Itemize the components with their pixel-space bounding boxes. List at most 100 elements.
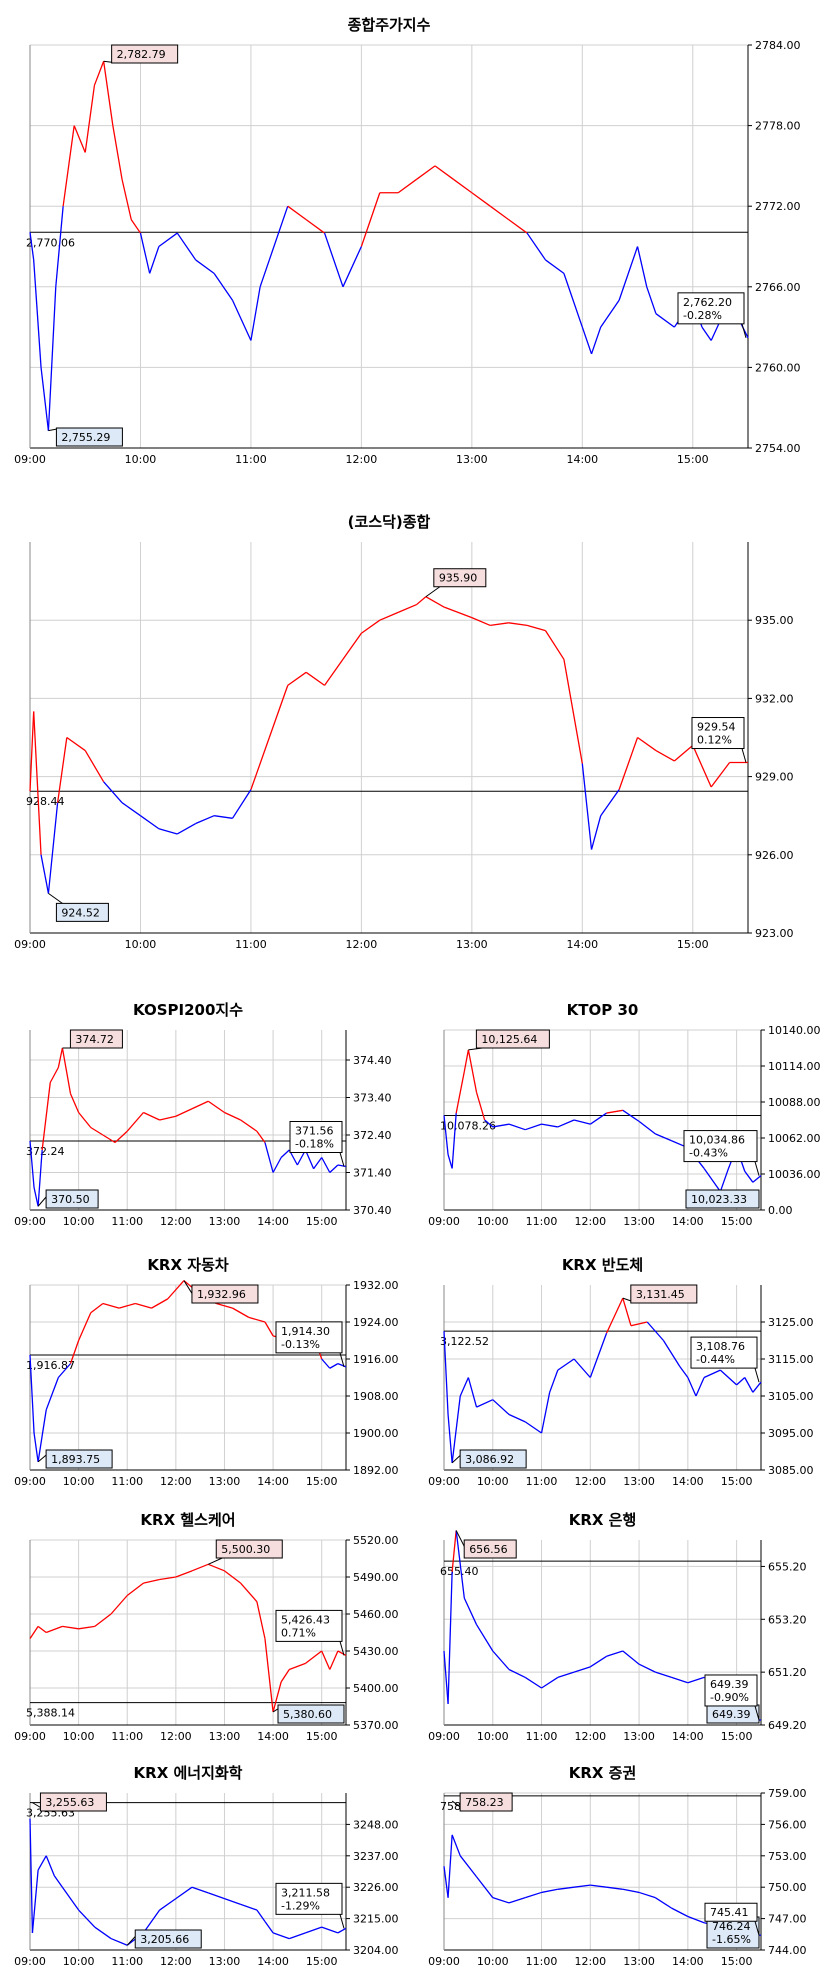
last-value-pointer — [741, 748, 747, 763]
low-callout-text: -1.65% — [712, 1933, 751, 1946]
series-segment — [397, 178, 417, 194]
last-value-box — [683, 1130, 758, 1163]
series-segment — [78, 1312, 92, 1341]
callout-box — [433, 568, 487, 588]
chart-title: KOSPI200지수 — [133, 1001, 243, 1019]
series-segment — [673, 744, 694, 762]
series-segment — [451, 1395, 461, 1463]
x-tick-label: 10:00 — [125, 453, 157, 466]
series-segment — [159, 1898, 177, 1911]
series-segment — [47, 802, 59, 894]
series-segment — [231, 299, 252, 341]
series-segment — [467, 1377, 478, 1408]
chart-kospi: 종합주가지수 09:00 10:00 11:00 12:00 13:00 14:00 15:0… — [14, 16, 801, 466]
series-segment — [467, 1049, 478, 1093]
callout-box — [69, 1029, 123, 1049]
series-segment — [581, 763, 593, 850]
series-segment — [102, 1302, 120, 1309]
series-segment — [29, 1625, 39, 1640]
callout-box — [45, 1449, 113, 1469]
y-tick-label: 750.00 — [768, 1881, 807, 1894]
series-segment — [84, 85, 96, 153]
series-segment — [447, 1571, 453, 1704]
series-segment — [443, 1115, 449, 1155]
y-tick-label: 923.00 — [755, 927, 794, 940]
series-segment — [62, 125, 75, 207]
x-tick-label: 12:00 — [160, 1955, 192, 1968]
series-segment — [114, 1130, 128, 1143]
callout-box — [459, 1792, 513, 1812]
y-tick-label: 926.00 — [755, 849, 794, 862]
x-tick-label: 10:00 — [477, 1475, 509, 1488]
y-tick-label: 759.00 — [768, 1787, 807, 1800]
x-tick-label: 09:00 — [428, 1955, 460, 1968]
last-value-box — [275, 1882, 343, 1915]
base-label: 2,770.06 — [26, 236, 75, 249]
y-tick-label: 3085.00 — [768, 1464, 814, 1477]
last-value-callout: 1,914.30-0.13% — [275, 1321, 345, 1367]
series-segment — [638, 1120, 656, 1135]
base-label: 5,388.14 — [26, 1707, 75, 1720]
series-segment — [563, 273, 583, 328]
x-tick-label: 13:00 — [209, 1215, 241, 1228]
series-segment — [55, 206, 64, 287]
high-callout: 10,125.64 — [468, 1029, 550, 1051]
x-tick-label: 10:00 — [477, 1955, 509, 1968]
series-segment — [744, 1170, 754, 1183]
last-value-text: 745.41 — [710, 1906, 749, 1919]
x-tick-label: 14:00 — [257, 1730, 289, 1743]
series-segment — [455, 1071, 465, 1114]
x-tick-label: 11:00 — [235, 938, 267, 951]
last-value-text: -0.90% — [710, 1691, 749, 1704]
series-segment — [524, 1676, 542, 1689]
series-segment — [695, 1377, 705, 1397]
series-segment — [573, 1884, 591, 1888]
x-tick-label: 15:00 — [721, 1475, 753, 1488]
series-segment — [175, 1108, 193, 1117]
callout-box — [55, 902, 109, 922]
x-tick-label: 15:00 — [721, 1215, 753, 1228]
x-tick-label: 10:00 — [63, 1475, 95, 1488]
base-label: 372.24 — [26, 1145, 65, 1158]
series-segment — [29, 232, 35, 261]
series-segment — [508, 1413, 526, 1423]
x-tick-label: 12:00 — [346, 938, 378, 951]
series-segment — [256, 1130, 266, 1143]
series-segment — [305, 219, 325, 234]
callout-box — [215, 1539, 283, 1559]
low-callout: 1,893.75 — [37, 1449, 113, 1469]
last-value-box — [704, 1902, 758, 1922]
series-segment — [47, 286, 57, 431]
high-callout-text: 3,255.63 — [45, 1796, 94, 1809]
series-segment — [126, 1582, 144, 1597]
series-segment — [434, 165, 454, 180]
low-callout-text: 370.50 — [51, 1193, 90, 1206]
high-callout: 5,500.30 — [208, 1539, 283, 1565]
series-segment — [557, 1119, 575, 1128]
x-tick-label: 14:00 — [672, 1955, 704, 1968]
x-tick-label: 15:00 — [677, 938, 709, 951]
series-segment — [606, 1650, 624, 1657]
y-tick-label: 2772.00 — [755, 200, 801, 213]
series-segment — [463, 1597, 478, 1625]
series-segment — [342, 246, 362, 288]
series-segment — [240, 1119, 258, 1132]
x-tick-label: 11:00 — [111, 1730, 143, 1743]
x-tick-label: 11:00 — [526, 1475, 558, 1488]
series-segment — [573, 1666, 591, 1673]
series-segment — [447, 1414, 453, 1463]
series-segment — [29, 1140, 35, 1188]
series-segment — [490, 622, 509, 627]
x-tick-label: 10:00 — [63, 1215, 95, 1228]
y-tick-label: 372.40 — [353, 1129, 392, 1142]
y-tick-label: 3237.00 — [353, 1850, 399, 1863]
high-callout-text: 758.23 — [465, 1796, 504, 1809]
last-value-callout: 3,108.76-0.44% — [690, 1336, 760, 1383]
series-segment — [195, 815, 215, 825]
y-tick-label: 10114.00 — [768, 1060, 821, 1073]
x-tick-label: 10:00 — [477, 1730, 509, 1743]
last-value-text: 3,211.58 — [281, 1886, 330, 1899]
series-segment — [710, 762, 731, 788]
x-tick-label: 10:00 — [125, 938, 157, 951]
chart-title: KRX 증권 — [569, 1764, 637, 1782]
